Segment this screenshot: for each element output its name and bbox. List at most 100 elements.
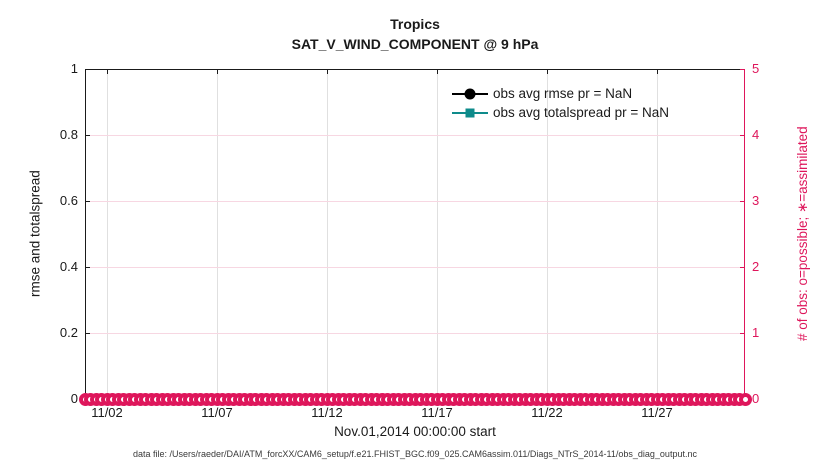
x-gridline (106, 69, 108, 399)
top-spine (85, 69, 745, 70)
obs-count-marker (480, 392, 493, 406)
obs-count-marker (667, 392, 680, 406)
y-tick-label-left: 0.2 (59, 325, 78, 340)
legend-label-rmse: obs avg rmse pr = NaN (493, 86, 633, 101)
obs-count-marker (144, 392, 158, 406)
obs-count-marker (639, 392, 653, 406)
x-gridline (546, 69, 548, 399)
obs-count-marker (172, 392, 185, 406)
obs-count-marker (529, 392, 543, 406)
obs-count-marker (183, 392, 196, 406)
obs-count-marker (634, 392, 647, 406)
y-tick-label-left: 1 (70, 61, 78, 76)
obs-count-marker (579, 392, 592, 406)
y-axis-left-spine (85, 69, 86, 399)
x-tick-top (656, 70, 658, 74)
obs-count-marker (243, 392, 257, 406)
x-gridline (656, 69, 658, 399)
obs-count-marker (359, 392, 372, 406)
legend: obs avg rmse pr = NaN obs avg totalsprea… (452, 84, 669, 122)
y-tick-label-right: 3 (752, 193, 760, 208)
y-tick-left (86, 398, 90, 400)
obs-count-marker (513, 392, 526, 406)
x-tick-label: 11/22 (531, 405, 563, 420)
obs-count-marker (194, 392, 207, 406)
obs-count-marker (364, 392, 378, 406)
obs-count-marker (705, 392, 719, 406)
obs-count-marker (408, 392, 422, 406)
obs-count-marker (265, 392, 279, 406)
obs-count-marker (617, 392, 631, 406)
obs-count-marker (524, 392, 537, 406)
obs-count-marker (623, 392, 636, 406)
obs-count-marker (700, 392, 713, 406)
x-tick-top (546, 70, 548, 74)
legend-item-rmse: obs avg rmse pr = NaN (452, 84, 669, 103)
x-tick-label: 11/12 (311, 405, 343, 420)
obs-count-marker (557, 392, 570, 406)
obs-count-marker (656, 392, 669, 406)
obs-count-marker (381, 392, 394, 406)
x-tick-bottom (216, 394, 218, 398)
obs-count-marker (271, 392, 284, 406)
x-gridline (216, 69, 218, 399)
obs-count-marker (254, 392, 268, 406)
obs-count-marker (403, 392, 416, 406)
obs-count-marker (584, 392, 598, 406)
obs-count-marker (221, 392, 235, 406)
obs-count-marker (150, 392, 163, 406)
obs-count-marker (227, 392, 240, 406)
y-tick-label-left: 0.6 (59, 193, 78, 208)
chart-title: Tropics (390, 16, 440, 32)
obs-count-marker (447, 392, 460, 406)
x-axis-spine (85, 398, 745, 399)
obs-count-marker (678, 392, 691, 406)
y-tick-label-right: 2 (752, 259, 760, 274)
x-tick-label: 11/27 (641, 405, 673, 420)
obs-count-marker (326, 392, 339, 406)
obs-count-marker (287, 392, 301, 406)
obs-count-marker (502, 392, 515, 406)
legend-item-totalspread: obs avg totalspread pr = NaN (452, 103, 669, 122)
x-gridline (326, 69, 328, 399)
obs-count-marker (485, 392, 499, 406)
obs-count-marker (348, 392, 361, 406)
square-marker-icon (465, 108, 475, 117)
y-axis-right-label: # of obs: o=possible; ∗=assimilated (795, 126, 810, 342)
chart-subtitle: SAT_V_WIND_COMPONENT @ 9 hPa (291, 36, 539, 52)
obs-count-marker (562, 392, 576, 406)
obs-count-marker (309, 392, 323, 406)
y-tick-label-right: 0 (752, 391, 760, 406)
obs-count-marker (276, 392, 290, 406)
y-tick-label-right: 1 (752, 325, 760, 340)
obs-count-marker (546, 392, 559, 406)
obs-count-marker (458, 392, 471, 406)
obs-count-marker (392, 392, 405, 406)
obs-count-marker (474, 392, 488, 406)
obs-count-marker (122, 392, 136, 406)
obs-count-marker (573, 392, 587, 406)
data-file-footer: data file: /Users/raeder/DAI/ATM_forcXX/… (133, 449, 697, 459)
obs-count-marker (722, 392, 735, 406)
obs-count-marker (441, 392, 455, 406)
obs-count-marker (606, 392, 620, 406)
x-tick-bottom (106, 394, 108, 398)
obs-count-marker (463, 392, 477, 406)
obs-count-marker (683, 392, 697, 406)
obs-count-marker (590, 392, 603, 406)
y-tick-right (740, 332, 744, 334)
obs-count-marker (375, 392, 389, 406)
obs-count-marker (249, 392, 262, 406)
obs-count-marker (518, 392, 532, 406)
obs-count-marker (551, 392, 565, 406)
y-tick-right (740, 200, 744, 202)
legend-line-totalspread (452, 108, 488, 117)
x-tick-top (436, 70, 438, 74)
y-tick-label-right: 4 (752, 127, 760, 142)
circle-marker-icon (464, 88, 476, 99)
obs-count-marker (117, 392, 130, 406)
obs-count-marker (452, 392, 466, 406)
obs-count-marker (304, 392, 317, 406)
y-tick-left (86, 134, 90, 136)
obs-count-marker (568, 392, 581, 406)
